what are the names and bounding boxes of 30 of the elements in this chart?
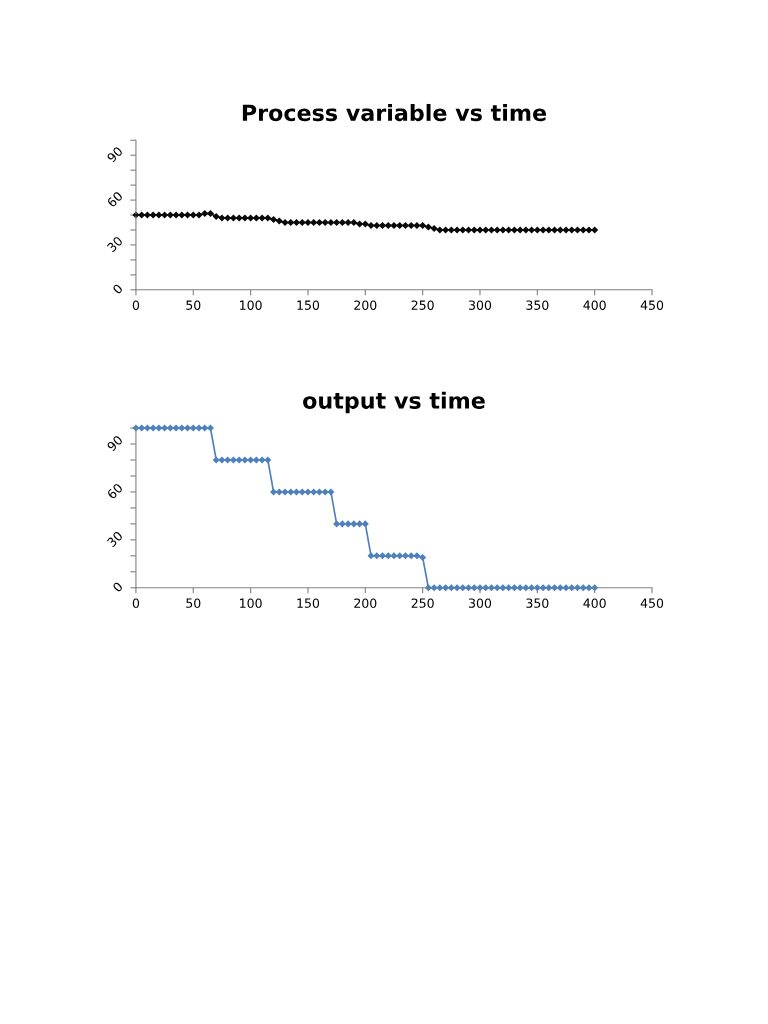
x-tick-label: 200 [354,300,377,310]
x-tick-label: 50 [186,598,201,608]
y-tick-label: 0 [112,581,124,593]
x-tick-label: 100 [240,300,262,310]
y-tick-label: 30 [106,235,124,253]
x-tick-label: 0 [132,598,140,608]
chart-title: output vs time [303,391,485,414]
x-tick-label: 400 [583,598,606,608]
x-tick-label: 250 [411,598,434,608]
x-tick-label: 100 [240,598,262,608]
y-tick-label: 60 [106,190,124,208]
y-tick-label: 90 [106,434,124,452]
x-tick-label: 200 [354,598,377,608]
x-tick-label: 450 [640,598,664,608]
x-tick-label: 350 [526,598,549,608]
x-tick-label: 350 [526,300,549,310]
x-tick-label: 0 [132,300,140,310]
x-tick-label: 50 [186,300,201,310]
x-tick-label: 150 [297,300,320,310]
x-tick-label: 400 [583,300,606,310]
x-tick-label: 300 [469,598,492,608]
x-tick-label: 300 [469,300,492,310]
x-tick-label: 150 [297,598,320,608]
chart-title: Process variable vs time [242,103,547,122]
x-tick-label: 450 [640,300,664,310]
y-tick-label: 0 [112,283,124,295]
y-tick-label: 60 [106,482,124,500]
y-tick-label: 30 [106,530,124,548]
x-tick-label: 250 [411,300,434,310]
y-tick-label: 90 [106,146,124,163]
